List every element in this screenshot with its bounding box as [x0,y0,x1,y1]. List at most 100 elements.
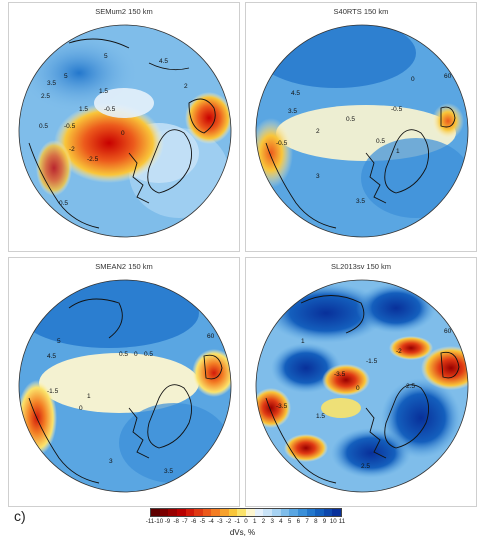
colorbar-swatch [211,509,221,516]
contour-label: 0 [79,405,83,412]
colorbar-swatch [315,509,324,516]
coastlines [265,295,460,484]
contour-label: 0.5 [119,351,128,358]
contour-label: 60 [207,333,215,340]
map-panel-smean2: SMEAN2 150 km 5 4.5 60 0.5 [8,257,240,507]
coastlines [265,106,456,229]
contour-label: 60 [444,73,452,80]
map-panel-semum2: SEMum2 150 km [8,2,240,252]
contour-label: 1 [301,338,305,345]
contour-label: -0.5 [276,140,288,147]
contour-label: 1.5 [99,88,108,95]
colorbar-tick-label: -4 [208,518,214,525]
colorbar-swatch [159,509,169,516]
contour-label: 2 [184,83,188,90]
colorbar-swatch [202,509,212,516]
map-panel-sl2013sv: SL2013sv 150 km [245,257,477,507]
contour-label: 2 [316,128,320,135]
colorbar-tick-label: -8 [173,518,179,525]
contour-label: 1 [396,148,400,155]
contour-label: 4.5 [47,353,56,360]
polar-map: 4.5 60 3.5 2 0.5 -0.5 0 -0.5 0.5 1 3 3.5 [255,24,469,238]
contour-label: 2.5 [41,93,50,100]
contour-label: -1.5 [47,388,59,395]
colorbar-swatch [194,509,203,516]
contour-label: -0.5 [104,106,116,113]
contour-label: 0.5 [376,138,385,145]
contour-label: -2 [396,348,402,355]
contour-label: 3.5 [356,198,365,205]
colorbar-tick-label: 2 [261,518,266,525]
contour-label: -0.5 [391,106,403,113]
colorbar-swatch [306,509,316,516]
colorbar-swatch [323,509,333,516]
colorbar-tick-label: 1 [252,518,257,525]
colorbar-tick-label: -1 [234,518,241,525]
map-boundary [255,279,469,493]
contour-label: 5 [64,73,68,80]
contour-label: -2 [69,146,75,153]
contour-label: -3.5 [276,403,288,410]
colorbar-tick-label: 9 [322,518,327,525]
colorbar-tick-label: 0 [244,518,248,525]
contour-label: 0 [356,385,360,392]
velocity-anomaly-field [19,280,231,492]
contour-label: 1 [87,393,91,400]
contour-label: 0.5 [59,200,68,207]
contour-label: 2.5 [361,463,370,470]
colorbar-tick-label: -5 [199,518,206,525]
colorbar-swatch [185,509,195,516]
colorbar-tick-label: -6 [190,518,197,525]
colorbar-ticks: -11 -10 -9 -8 -7 -6 -5 -4 -3 -2 -1 0 1 2 3 4 5 6 7 8 9 10 11 [146,517,346,527]
colorbar-tick-label: 3 [270,518,274,525]
colorbar-tick-label: 11 [338,518,346,525]
coastlines [28,38,216,229]
contour-label: -0.5 [64,123,76,130]
colorbar: -11 -10 -9 -8 -7 -6 -5 -4 -3 -2 -1 0 1 2 3 4 5 6 7 8 9 10 11 [146,508,346,527]
colorbar-title: dVs, % [229,528,256,537]
colorbar-swatches [150,508,342,517]
colorbar-tick-label: -3 [217,518,223,525]
contour-label: 0 [121,130,125,137]
panel-title: SEMum2 150 km [95,7,153,16]
figure-part-label: c) [14,508,26,524]
contour-label: 0.5 [144,351,153,358]
contour-label: 5 [57,338,61,345]
contour-label: 0 [134,351,138,358]
colorbar-tick-label: -7 [182,518,188,525]
panel-title: S40RTS 150 km [333,7,389,16]
contour-label: 2.5 [406,383,415,390]
colorbar-swatch [228,509,238,516]
panel-title: SL2013sv 150 km [330,262,392,271]
polar-map: 60 -3.5 -1.5 1 -2 -3.5 0 2.5 1.5 2.5 [255,279,469,493]
panel-title: SMEAN2 150 km [95,262,153,271]
colorbar-swatch [220,509,229,516]
contour-label: 1.5 [316,413,325,420]
colorbar-tick-label: -11 [145,518,155,525]
colorbar-swatch [332,509,342,516]
polar-map: 3.5 5 2.5 0.5 0 1.5 -0.5 -2.5 -2 -0.5 0.… [18,24,232,238]
contour-label: 3 [316,173,320,180]
colorbar-swatch [271,509,281,516]
contour-label: 1.5 [79,106,88,113]
contour-label: 0 [411,76,415,83]
colorbar-tick-label: 10 [329,518,337,525]
contour-label: -1.5 [366,358,378,365]
colorbar-swatch [246,509,255,516]
colorbar-tick-label: 4 [279,518,283,525]
map-boundary [255,24,469,238]
contour-label: 0.5 [39,123,48,130]
colorbar-tick-label: -9 [164,518,171,525]
contour-label: 4.5 [291,90,300,97]
coastlines [28,298,223,484]
colorbar-swatch [263,509,272,516]
colorbar-tick-label: 7 [305,518,309,525]
colorbar-swatch [280,509,290,516]
colorbar-tick-label: -2 [225,518,232,525]
map-boundary [18,279,232,493]
velocity-anomaly-field [19,25,231,237]
contour-label: 3.5 [288,108,297,115]
colorbar-tick-label: -10 [154,518,164,525]
colorbar-swatch [151,509,160,516]
colorbar-swatch [237,509,247,516]
